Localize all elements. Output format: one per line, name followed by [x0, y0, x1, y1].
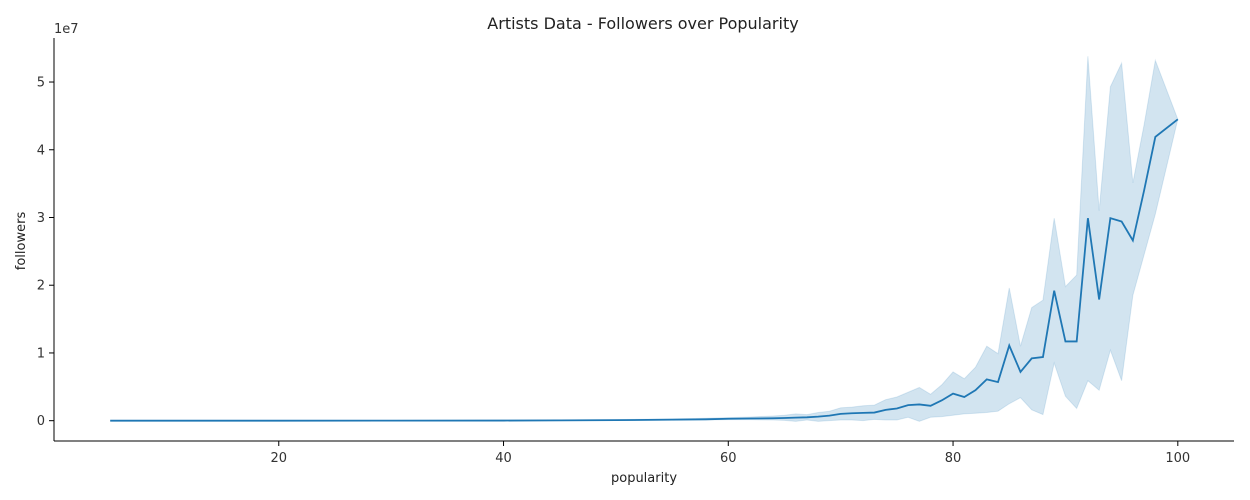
x-tick-label: 40 — [495, 451, 512, 466]
x-tick-label: 80 — [945, 451, 962, 466]
x-axis-label: popularity — [611, 471, 677, 486]
chart-title: Artists Data - Followers over Popularity — [487, 14, 798, 33]
y-tick-label: 3 — [37, 211, 45, 226]
y-offset-label: 1e7 — [54, 22, 79, 37]
y-tick-label: 0 — [37, 414, 45, 429]
followers-line — [110, 118, 1179, 422]
y-tick-label: 1 — [37, 346, 45, 361]
plot-area — [110, 56, 1179, 422]
y-tick-label: 5 — [37, 76, 45, 91]
x-tick-label: 100 — [1165, 451, 1190, 466]
y-ticks: 0 1 2 3 4 5 — [37, 76, 54, 429]
y-tick-label: 2 — [37, 279, 45, 294]
x-ticks: 20 40 60 80 100 — [270, 441, 1190, 466]
x-tick-label: 60 — [720, 451, 737, 466]
y-tick-label: 4 — [37, 143, 45, 158]
y-axis-label: followers — [14, 212, 29, 271]
x-tick-label: 20 — [270, 451, 287, 466]
